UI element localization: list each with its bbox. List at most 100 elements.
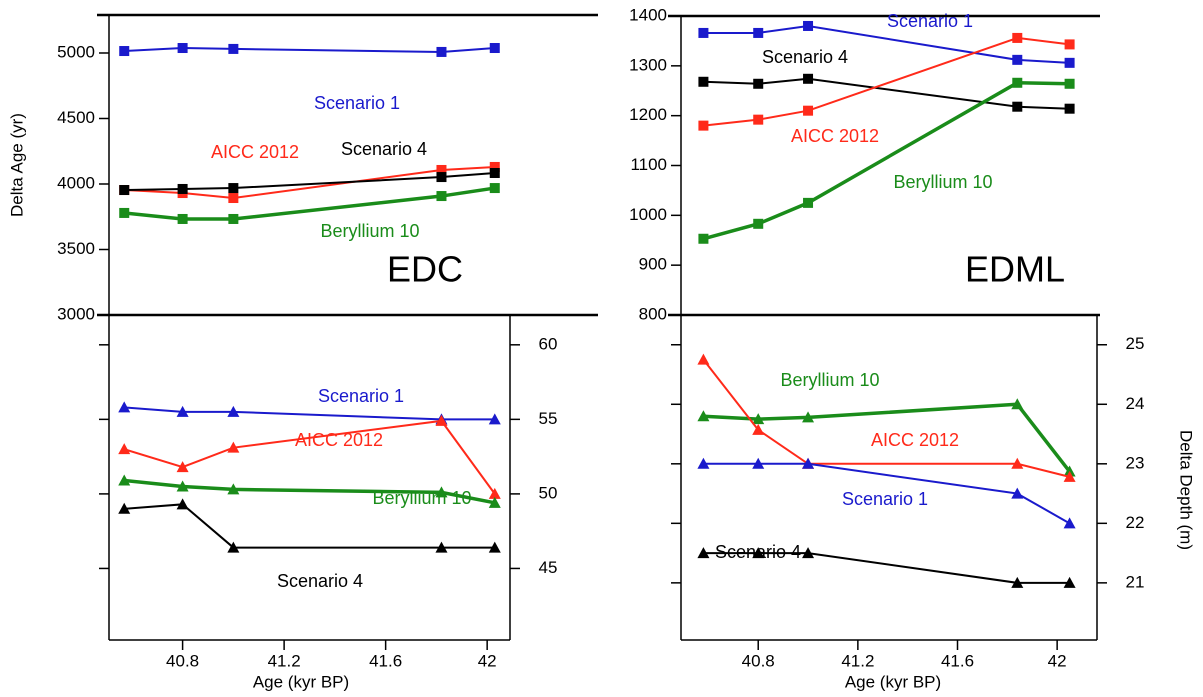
marker xyxy=(753,218,764,229)
marker xyxy=(698,120,709,131)
x-tick-label: 40.8 xyxy=(166,651,199,670)
y-tick-label: 45 xyxy=(539,558,558,577)
marker xyxy=(803,197,814,208)
series-label: AICC 2012 xyxy=(295,430,383,450)
marker xyxy=(1011,487,1024,499)
marker xyxy=(119,46,130,57)
marker xyxy=(489,161,500,172)
marker xyxy=(752,547,765,559)
y-tick-label: 60 xyxy=(539,334,558,353)
marker xyxy=(698,233,709,244)
y-tick-label: 5000 xyxy=(57,42,95,61)
y-tick-label: 24 xyxy=(1126,394,1145,413)
marker xyxy=(697,410,710,422)
marker xyxy=(436,191,447,202)
marker xyxy=(228,183,239,194)
marker xyxy=(435,486,448,498)
marker xyxy=(436,46,447,57)
marker xyxy=(435,414,448,426)
marker xyxy=(753,78,764,89)
marker xyxy=(435,541,448,553)
marker xyxy=(1064,39,1075,50)
x-tick-label: 40.8 xyxy=(742,651,775,670)
y-tick-label: 22 xyxy=(1126,513,1145,532)
series-label: Scenario 1 xyxy=(887,11,973,31)
series-label: Scenario 1 xyxy=(318,386,404,406)
marker xyxy=(803,105,814,116)
y-tick-label: 1100 xyxy=(630,155,667,174)
series-label: Scenario 1 xyxy=(842,489,928,509)
series-label: Beryllium 10 xyxy=(780,370,879,390)
marker xyxy=(1011,576,1024,588)
y-tick-label: 1400 xyxy=(629,5,667,24)
x-tick-label: 41.2 xyxy=(841,651,874,670)
x-axis-title: Age (kyr BP) xyxy=(253,672,349,691)
marker xyxy=(488,496,501,508)
marker xyxy=(488,413,501,425)
marker xyxy=(1064,78,1075,89)
marker xyxy=(177,213,188,224)
marker xyxy=(176,498,189,510)
marker xyxy=(803,73,814,84)
marker xyxy=(228,213,239,224)
marker xyxy=(227,541,240,553)
marker xyxy=(753,114,764,125)
marker xyxy=(1012,32,1023,43)
y-tick-label: 21 xyxy=(1126,572,1145,591)
marker xyxy=(227,483,240,495)
series-label: Scenario 4 xyxy=(715,542,801,562)
marker xyxy=(228,193,239,204)
marker xyxy=(119,207,130,218)
y-tick-label: 23 xyxy=(1126,453,1145,472)
marker xyxy=(118,502,131,514)
marker xyxy=(803,20,814,31)
marker xyxy=(697,457,710,469)
x-tick-label: 41.6 xyxy=(941,651,974,670)
series-label: AICC 2012 xyxy=(871,430,959,450)
x-tick-label: 41.6 xyxy=(369,651,402,670)
series-label: Scenario 4 xyxy=(341,139,427,159)
marker xyxy=(802,411,815,423)
marker xyxy=(1011,398,1024,410)
marker xyxy=(752,423,765,435)
marker xyxy=(489,183,500,194)
series-label: Scenario 1 xyxy=(314,93,400,113)
y-tick-label: 3000 xyxy=(57,304,95,323)
marker xyxy=(698,76,709,87)
x-axis-title: Age (kyr BP) xyxy=(845,672,941,691)
marker xyxy=(119,185,130,196)
series-label: AICC 2012 xyxy=(791,126,879,146)
x-tick-label: 42 xyxy=(478,651,497,670)
marker xyxy=(176,480,189,492)
marker xyxy=(802,547,815,559)
marker xyxy=(488,487,501,499)
marker xyxy=(1064,103,1075,114)
series-line xyxy=(124,503,495,549)
marker xyxy=(118,443,131,455)
marker xyxy=(176,405,189,417)
x-tick-label: 42 xyxy=(1048,651,1067,670)
y-tick-label: 25 xyxy=(1126,334,1145,353)
marker xyxy=(752,413,765,425)
panel-label: EDML xyxy=(965,249,1065,290)
marker xyxy=(698,27,709,38)
marker xyxy=(227,405,240,417)
marker xyxy=(1012,77,1023,88)
marker xyxy=(752,457,765,469)
y-tick-label: 1300 xyxy=(629,55,667,74)
y-tick-label: 4500 xyxy=(57,108,95,127)
series-label: Scenario 4 xyxy=(762,47,848,67)
y-tick-label: 800 xyxy=(639,304,667,323)
marker xyxy=(489,167,500,178)
marker xyxy=(488,541,501,553)
series-label: Beryllium 10 xyxy=(372,488,471,508)
marker xyxy=(436,172,447,183)
marker xyxy=(118,474,131,486)
marker xyxy=(118,401,131,413)
marker xyxy=(227,441,240,453)
marker xyxy=(1063,517,1076,529)
y-tick-label: 4000 xyxy=(57,173,95,192)
y-tick-label: 1200 xyxy=(629,105,667,124)
marker xyxy=(697,547,710,559)
